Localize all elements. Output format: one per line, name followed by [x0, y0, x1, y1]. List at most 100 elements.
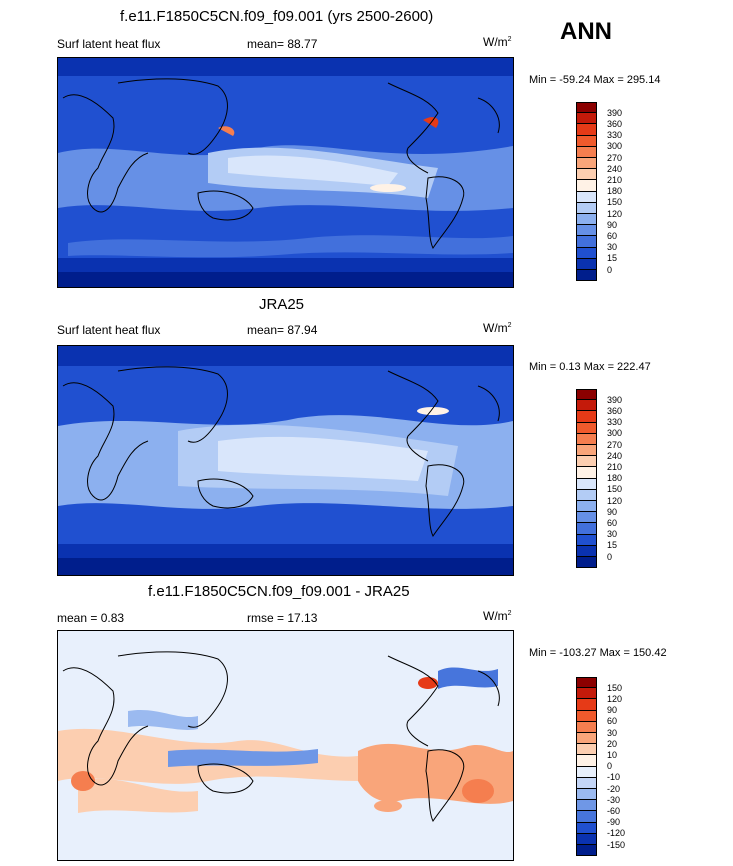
colorbar-swatch	[576, 833, 597, 845]
colorbar-swatch	[576, 721, 597, 733]
panel3-rmse: rmse = 17.13	[247, 611, 318, 625]
colorbar-swatch	[576, 744, 597, 756]
colorbar-swatch	[576, 214, 597, 226]
colorbar-label: 360	[607, 118, 623, 129]
season-label: ANN	[560, 18, 612, 45]
colorbar-label: -60	[607, 805, 621, 816]
colorbar-label: 270	[607, 152, 623, 163]
colorbar-label: 120	[607, 208, 623, 219]
colorbar-swatch	[576, 102, 597, 114]
colorbar-label: -20	[607, 783, 621, 794]
panel3-colorbar: 150 120 90 60 30 20 10 0 -10 -20 -30 -60 -90 -120 -150	[576, 677, 636, 858]
colorbar-swatch	[576, 677, 597, 689]
colorbar-label: 60	[607, 716, 618, 727]
colorbar-label: 210	[607, 174, 623, 185]
colorbar-swatch	[576, 225, 597, 237]
colorbar-swatch	[576, 236, 597, 248]
colorbar-swatch	[576, 124, 597, 136]
colorbar-label: 0	[607, 264, 613, 275]
colorbar-label: 210	[607, 461, 623, 472]
colorbar-swatch	[576, 699, 597, 711]
colorbar-swatch	[576, 467, 597, 479]
panel2-units: W/m2	[483, 321, 512, 335]
panel3-map	[57, 630, 514, 861]
colorbar-swatch	[576, 270, 597, 282]
colorbar-label: 300	[607, 428, 623, 439]
panel2-minmax: Min = 0.13 Max = 222.47	[529, 361, 651, 373]
colorbar-label: 90	[607, 219, 618, 230]
colorbar-swatch	[576, 180, 597, 192]
colorbar-label: 360	[607, 405, 623, 416]
colorbar-swatch	[576, 146, 597, 158]
colorbar-swatch	[576, 512, 597, 524]
colorbar-swatch	[576, 845, 597, 857]
panel1-title: f.e11.F1850C5CN.f09_f09.001 (yrs 2500-26…	[120, 8, 434, 25]
colorbar-label: 330	[607, 130, 623, 141]
panel2-map	[57, 345, 514, 576]
panel1-variable-label: Surf latent heat flux	[57, 37, 161, 51]
colorbar-label: 60	[607, 517, 618, 528]
colorbar-swatch	[576, 433, 597, 445]
panel1-map	[57, 57, 514, 288]
colorbar-swatch	[576, 501, 597, 513]
panel1-units: W/m2	[483, 35, 512, 49]
colorbar-label: 240	[607, 163, 623, 174]
panel1-minmax: Min = -59.24 Max = 295.14	[529, 74, 661, 86]
colorbar-label: 150	[607, 484, 623, 495]
colorbar-swatch	[576, 400, 597, 412]
colorbar-label: 330	[607, 417, 623, 428]
panel3-title: f.e11.F1850C5CN.f09_f09.001 - JRA25	[148, 583, 410, 600]
colorbar-swatch	[576, 733, 597, 745]
colorbar-swatch	[576, 113, 597, 125]
colorbar-label: 15	[607, 540, 618, 551]
colorbar-label: -10	[607, 772, 621, 783]
panel1-colorbar: 390 360 330 300 270 240 210 180 150 120 90 60 30 15 0	[576, 102, 636, 283]
colorbar-swatch	[576, 445, 597, 457]
colorbar-label: 150	[607, 197, 623, 208]
panel2-title: JRA25	[259, 296, 305, 313]
colorbar-swatch	[576, 777, 597, 789]
panel3-mean: mean = 0.83	[57, 611, 125, 625]
colorbar-label: 30	[607, 529, 618, 540]
colorbar-label: 90	[607, 705, 618, 716]
colorbar-label: 150	[607, 682, 623, 693]
colorbar-label: 20	[607, 738, 618, 749]
panel3-units: W/m2	[483, 609, 512, 623]
colorbar-swatch	[576, 411, 597, 423]
colorbar-swatch	[576, 202, 597, 214]
colorbar-swatch	[576, 710, 597, 722]
colorbar-swatch	[576, 135, 597, 147]
colorbar-label: 180	[607, 473, 623, 484]
colorbar-swatch	[576, 534, 597, 546]
colorbar-label: -150	[607, 839, 626, 850]
colorbar-swatch	[576, 811, 597, 823]
colorbar-swatch	[576, 422, 597, 434]
colorbar-swatch	[576, 169, 597, 181]
colorbar-label: 270	[607, 439, 623, 450]
colorbar-swatch	[576, 258, 597, 270]
colorbar-swatch	[576, 389, 597, 401]
colorbar-label: 10	[607, 749, 618, 760]
colorbar-label: 180	[607, 186, 623, 197]
panel2-variable-label: Surf latent heat flux	[57, 323, 161, 337]
colorbar-swatch	[576, 523, 597, 535]
colorbar-label: 30	[607, 727, 618, 738]
colorbar-label: 0	[607, 761, 613, 772]
colorbar-label: 15	[607, 253, 618, 264]
panel2-mean: mean= 87.94	[247, 323, 318, 337]
colorbar-label: 390	[607, 394, 623, 405]
colorbar-swatch	[576, 456, 597, 468]
panel2-colorbar: 390 360 330 300 270 240 210 180 150 120 90 60 30 15 0	[576, 389, 636, 570]
colorbar-swatch	[576, 789, 597, 801]
colorbar-label: 240	[607, 450, 623, 461]
colorbar-swatch	[576, 158, 597, 170]
colorbar-swatch	[576, 191, 597, 203]
colorbar-label: 90	[607, 506, 618, 517]
colorbar-label: 120	[607, 693, 623, 704]
colorbar-label: -120	[607, 828, 626, 839]
colorbar-swatch	[576, 822, 597, 834]
colorbar-label: -90	[607, 817, 621, 828]
colorbar-swatch	[576, 247, 597, 259]
colorbar-swatch	[576, 478, 597, 490]
colorbar-label: 390	[607, 107, 623, 118]
